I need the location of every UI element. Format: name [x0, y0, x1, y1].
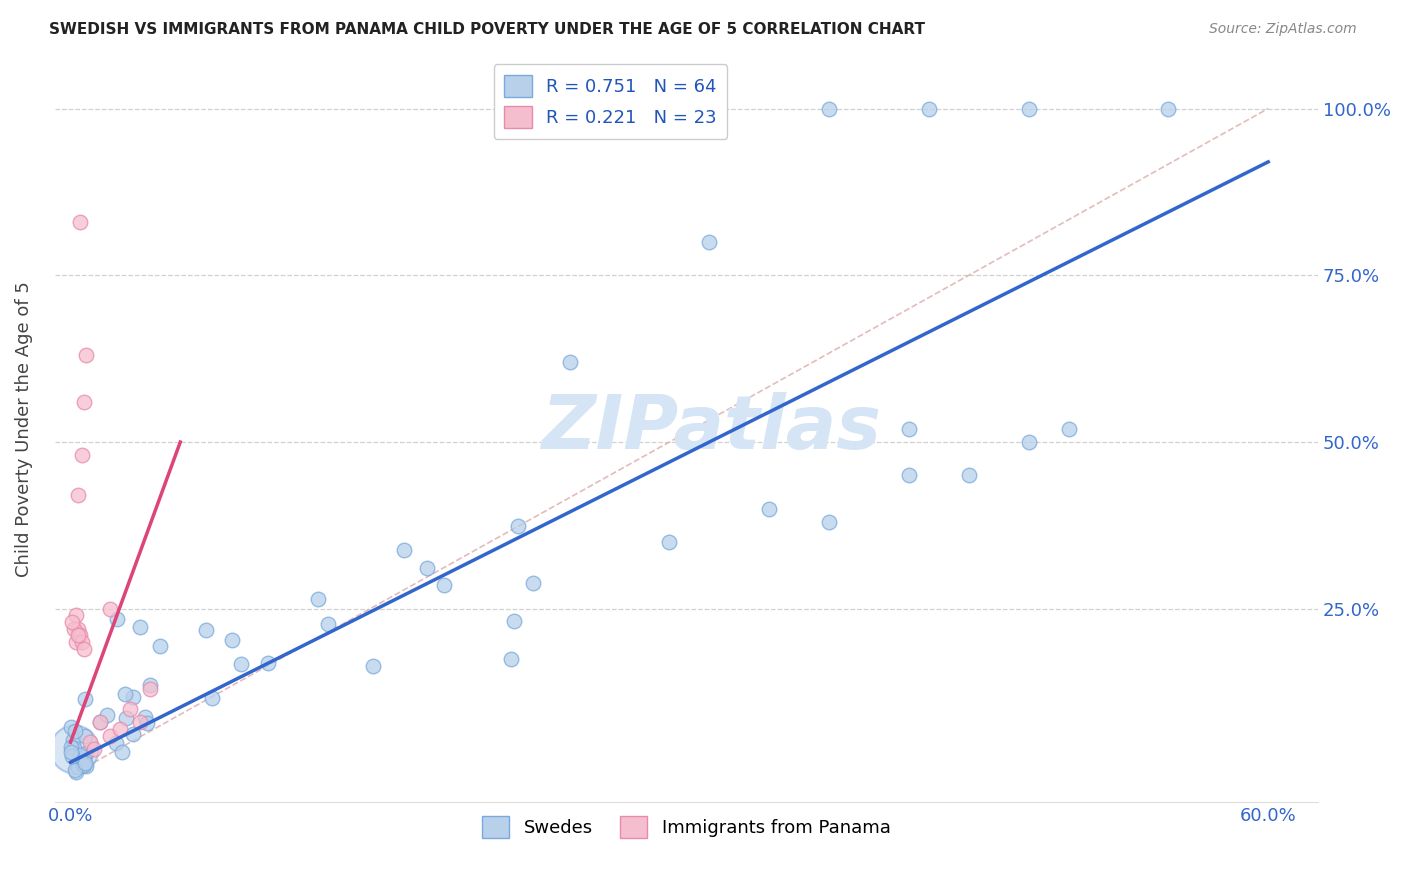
Point [63, 742, 86, 756]
Text: SWEDISH VS IMMIGRANTS FROM PANAMA CHILD POVERTY UNDER THE AGE OF 5 CORRELATION C: SWEDISH VS IMMIGRANTS FROM PANAMA CHILD … [49, 22, 925, 37]
Point [818, 102, 841, 116]
Point [115, 711, 138, 725]
Point [63, 740, 86, 755]
Point [1018, 435, 1040, 450]
Point [361, 659, 384, 673]
Point [83, 742, 105, 756]
Point [433, 578, 456, 592]
Point [63, 622, 86, 636]
Point [89, 715, 111, 730]
Point [75, 729, 97, 743]
Point [129, 620, 152, 634]
Point [75, 746, 97, 760]
Point [65, 608, 87, 623]
Point [394, 542, 416, 557]
Point [897, 468, 920, 483]
Point [73, 757, 96, 772]
Point [122, 690, 145, 705]
Text: ZIPatlas: ZIPatlas [541, 392, 882, 466]
Point [63, 724, 86, 739]
Point [139, 678, 162, 692]
Point [697, 235, 720, 249]
Point [897, 422, 920, 436]
Point [67, 488, 90, 502]
Point [66, 760, 89, 774]
Point [1157, 102, 1180, 116]
Point [658, 535, 681, 549]
Point [104, 736, 127, 750]
Point [69, 749, 91, 764]
Point [72, 758, 94, 772]
Point [62, 615, 84, 629]
Point [72, 635, 94, 649]
Point [73, 691, 96, 706]
Point [69, 748, 91, 763]
Point [89, 714, 111, 729]
Point [62, 732, 84, 747]
Point [73, 752, 96, 766]
Point [506, 519, 529, 533]
Point [67, 628, 90, 642]
Point [1018, 102, 1040, 116]
Point [416, 560, 439, 574]
Legend: Swedes, Immigrants from Panama: Swedes, Immigrants from Panama [475, 809, 897, 846]
Point [231, 657, 253, 672]
Point [499, 652, 522, 666]
Point [73, 395, 96, 409]
Point [79, 735, 101, 749]
Point [318, 616, 340, 631]
Point [818, 515, 841, 529]
Point [67, 622, 90, 636]
Point [73, 756, 96, 771]
Point [134, 710, 156, 724]
Point [59, 739, 82, 754]
Point [100, 729, 122, 743]
Point [201, 691, 224, 706]
Point [307, 592, 329, 607]
Point [59, 745, 82, 759]
Text: Source: ZipAtlas.com: Source: ZipAtlas.com [1209, 22, 1357, 37]
Point [72, 449, 94, 463]
Point [129, 715, 152, 730]
Point [65, 635, 87, 649]
Point [121, 727, 143, 741]
Point [918, 102, 941, 116]
Point [69, 628, 91, 642]
Point [69, 215, 91, 229]
Point [63, 763, 86, 777]
Point [75, 348, 97, 362]
Point [73, 641, 96, 656]
Point [194, 624, 217, 638]
Point [221, 633, 243, 648]
Point [110, 722, 132, 736]
Point [758, 501, 780, 516]
Point [73, 749, 96, 764]
Point [65, 764, 87, 779]
Point [257, 656, 280, 670]
Point [114, 687, 136, 701]
Point [139, 681, 162, 696]
Point [522, 575, 544, 590]
Point [148, 639, 170, 653]
Point [558, 355, 581, 369]
Point [62, 748, 84, 763]
Point [75, 759, 97, 773]
Point [59, 720, 82, 734]
Point [1057, 422, 1080, 436]
Point [135, 715, 157, 730]
Y-axis label: Child Poverty Under the Age of 5: Child Poverty Under the Age of 5 [15, 281, 32, 576]
Point [105, 612, 128, 626]
Point [111, 746, 134, 760]
Point [100, 602, 122, 616]
Point [957, 468, 980, 483]
Point [120, 702, 142, 716]
Point [96, 707, 118, 722]
Point [502, 614, 524, 628]
